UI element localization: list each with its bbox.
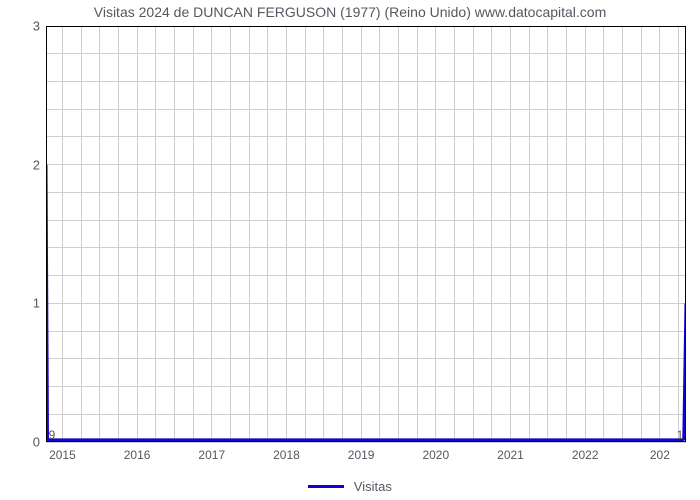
x-tick-label: 2022 bbox=[572, 448, 599, 462]
x-tick-label: 2018 bbox=[273, 448, 300, 462]
x-tick-label: 2016 bbox=[124, 448, 151, 462]
x-tick-label: 2015 bbox=[49, 448, 76, 462]
x-tick-label: 2019 bbox=[348, 448, 375, 462]
x-tick-label-truncated: 202 bbox=[650, 448, 670, 462]
y-tick-label: 0 bbox=[33, 435, 40, 450]
plot-area: 0123201520162017201820192020202120222029… bbox=[46, 26, 686, 442]
y-tick-label: 2 bbox=[33, 157, 40, 172]
chart-title: Visitas 2024 de DUNCAN FERGUSON (1977) (… bbox=[0, 4, 700, 20]
legend-label: Visitas bbox=[354, 479, 392, 494]
y-tick-label: 1 bbox=[33, 296, 40, 311]
x-tick-label: 2017 bbox=[198, 448, 225, 462]
endpoint-right-label: 1 bbox=[677, 428, 684, 442]
legend: Visitas bbox=[0, 478, 700, 494]
series-visitas bbox=[46, 165, 686, 440]
y-tick-label: 3 bbox=[33, 19, 40, 34]
chart-container: Visitas 2024 de DUNCAN FERGUSON (1977) (… bbox=[0, 0, 700, 500]
x-tick-label: 2021 bbox=[497, 448, 524, 462]
endpoint-left-label: 9 bbox=[49, 428, 56, 442]
series-line bbox=[46, 26, 686, 442]
x-tick-label: 2020 bbox=[422, 448, 449, 462]
legend-swatch bbox=[308, 485, 344, 488]
